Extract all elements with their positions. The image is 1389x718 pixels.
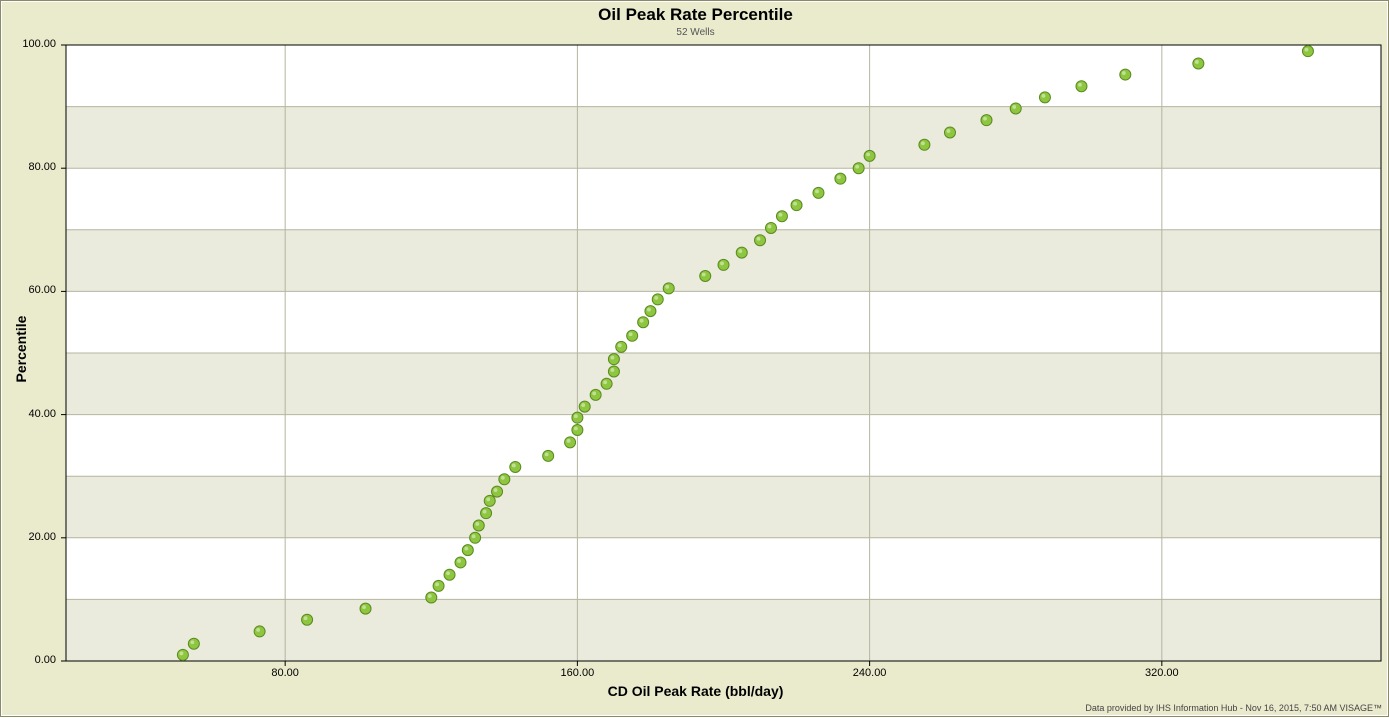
x-tick-label: 80.00 [255,667,315,679]
scatter-point [776,211,787,222]
x-axis-label: CD Oil Peak Rate (bbl/day) [1,683,1389,699]
scatter-point [481,508,492,519]
scatter-point [853,163,864,174]
scatter-point [462,545,473,556]
scatter-point [608,366,619,377]
scatter-point [426,592,437,603]
scatter-point [302,614,313,625]
scatter-point [1302,46,1313,57]
scatter-point [700,271,711,282]
y-tick-label: 100.00 [6,38,56,50]
y-tick-label: 0.00 [6,654,56,666]
scatter-point [473,520,484,531]
scatter-point [864,150,875,161]
x-tick-label: 320.00 [1132,667,1192,679]
scatter-point [616,341,627,352]
scatter-point [572,412,583,423]
scatter-point [499,474,510,485]
scatter-point [188,638,199,649]
y-tick-label: 80.00 [6,161,56,173]
scatter-point [608,354,619,365]
scatter-point [1010,103,1021,114]
scatter-point [652,294,663,305]
scatter-point [718,259,729,270]
scatter-point [492,486,503,497]
scatter-point [572,425,583,436]
scatter-point [484,495,495,506]
scatter-point [919,139,930,150]
scatter-point [835,173,846,184]
scatter-point [663,283,674,294]
scatter-point [813,187,824,198]
scatter-point [601,378,612,389]
scatter-point [1120,69,1131,80]
footer-note: Data provided by IHS Information Hub - N… [782,703,1382,713]
scatter-point [565,437,576,448]
scatter-point [1076,81,1087,92]
scatter-point [645,306,656,317]
scatter-point [455,557,466,568]
scatter-point [627,330,638,341]
scatter-point [177,649,188,660]
scatter-point [791,200,802,211]
scatter-point [1193,58,1204,69]
scatter-point [590,389,601,400]
scatter-point [981,115,992,126]
x-tick-label: 160.00 [547,667,607,679]
scatter-point [444,569,455,580]
scatter-point [579,401,590,412]
scatter-point [944,127,955,138]
chart-svg [1,1,1389,718]
scatter-point [736,247,747,258]
y-axis-label: Percentile [13,299,29,399]
scatter-point [254,626,265,637]
x-tick-label: 240.00 [840,667,900,679]
scatter-point [433,580,444,591]
scatter-point [510,461,521,472]
scatter-point [360,603,371,614]
y-tick-label: 40.00 [6,408,56,420]
scatter-point [1039,92,1050,103]
scatter-point [543,450,554,461]
chart-frame: Oil Peak Rate Percentile 52 Wells 0.0020… [0,0,1389,717]
scatter-point [638,317,649,328]
scatter-point [755,235,766,246]
y-tick-label: 60.00 [6,284,56,296]
scatter-point [470,532,481,543]
y-tick-label: 20.00 [6,531,56,543]
scatter-point [765,222,776,233]
